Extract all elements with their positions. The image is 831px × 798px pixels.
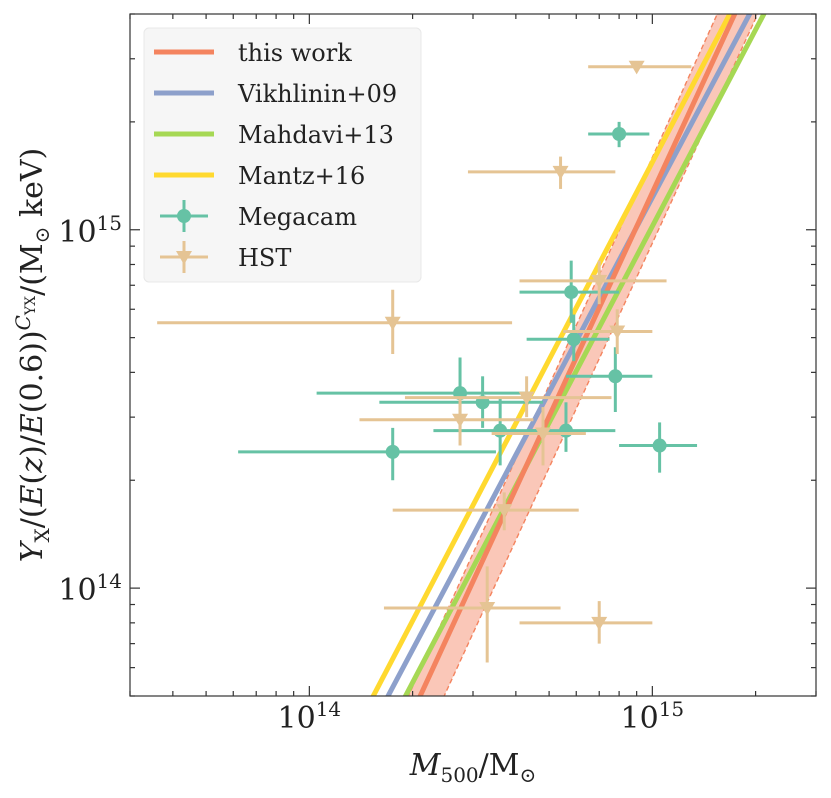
hst-marker — [479, 602, 496, 616]
megacam-point — [588, 121, 650, 148]
hst-point — [588, 60, 692, 75]
y-tick-label: 1015 — [58, 211, 122, 250]
hst-marker — [518, 391, 535, 406]
relation-lines-layer — [370, 14, 767, 696]
megacam-marker — [558, 423, 573, 438]
y-tick-labels: 1014 1015 — [58, 211, 122, 608]
hst-point — [491, 407, 586, 466]
hst-marker — [384, 316, 401, 331]
megacam-point — [238, 427, 496, 481]
legend-swatch-marker — [176, 251, 192, 265]
plot-area — [157, 14, 767, 696]
axis-ticks — [129, 13, 817, 697]
x-tick-label: 1014 — [278, 697, 342, 736]
legend: this work Vikhlinin+09 Mahdavi+13 Mantz+16 M… — [143, 27, 422, 283]
this-work-band-upper-edge — [407, 14, 719, 696]
legend-item-this-work: this work — [154, 39, 352, 67]
legend-item-mantz: Mantz+16 — [154, 162, 365, 190]
y-tick-label: 1014 — [58, 569, 122, 608]
legend-label: Mantz+16 — [238, 162, 365, 190]
x-tick-labels: 1014 1015 — [278, 697, 685, 736]
hst-marker — [535, 427, 552, 442]
hst-marker — [496, 504, 513, 518]
hst-marker — [552, 165, 569, 180]
legend-label: Mahdavi+13 — [238, 121, 394, 149]
megacam-point — [619, 422, 698, 473]
vikhlinin-relation-line — [385, 14, 753, 696]
legend-swatch-marker — [177, 209, 191, 223]
this-work-relation-line — [417, 14, 738, 696]
megacam-marker — [612, 127, 627, 142]
hst-point — [359, 397, 534, 446]
hst-point — [467, 156, 616, 189]
hst-marker — [591, 616, 608, 631]
x-axis-title: M500/M⊙ — [409, 748, 537, 787]
hst-point — [157, 289, 513, 355]
hst-marker — [628, 60, 645, 75]
legend-label: Megacam — [238, 203, 357, 231]
mantz-relation-line — [370, 14, 733, 696]
legend-label: this work — [238, 39, 352, 67]
megacam-point — [519, 260, 620, 323]
megacam-marker — [652, 438, 667, 453]
megacam-marker — [564, 285, 579, 300]
megacam-marker — [608, 369, 623, 384]
megacam-point — [565, 347, 653, 413]
megacam-marker — [493, 423, 508, 438]
hst-marker — [591, 274, 608, 289]
hst-marker — [452, 413, 469, 428]
legend-item-mahdavi: Mahdavi+13 — [154, 121, 394, 149]
megacam-marker — [385, 444, 400, 459]
mahdavi-relation-line — [402, 14, 767, 696]
legend-label: Vikhlinin+09 — [237, 80, 397, 108]
x-tick-label: 1015 — [621, 697, 685, 736]
y-axis-title: YX/(E(z)/E(0.6))CYX/(M⊙ keV) — [11, 148, 54, 563]
hst-point — [404, 376, 612, 418]
hst-point — [383, 566, 561, 663]
hst-marker — [609, 325, 626, 340]
hst-point — [563, 309, 653, 355]
legend-item-vikhlinin: Vikhlinin+09 — [154, 80, 397, 108]
hst-point — [392, 492, 579, 531]
hst-point — [519, 601, 653, 644]
legend-item-megacam: Megacam — [160, 200, 357, 232]
megacam-marker — [566, 332, 581, 347]
legend-label: HST — [238, 244, 291, 272]
data-points-layer — [157, 60, 698, 663]
hst-point — [519, 260, 667, 305]
legend-item-hst: HST — [160, 241, 291, 273]
megacam-point — [526, 314, 610, 362]
